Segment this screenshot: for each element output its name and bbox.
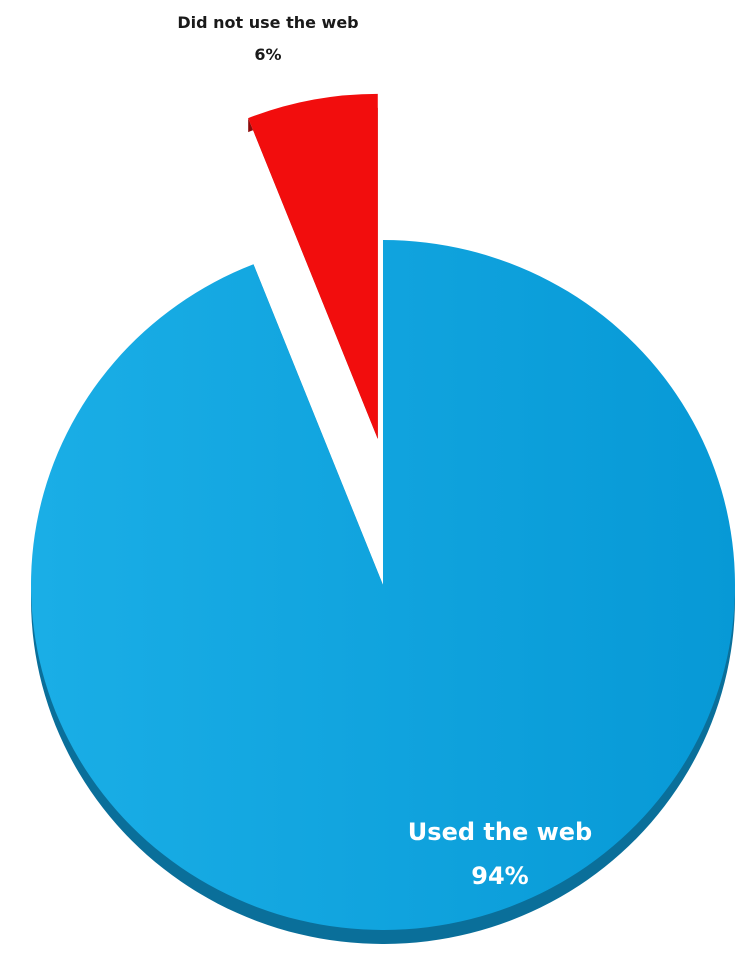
slice-label-not-used: Did not use the web	[177, 13, 358, 32]
pie-slice-not-used	[248, 93, 378, 439]
slice-value-used: 94%	[471, 862, 528, 890]
slice-label-used: Used the web	[408, 818, 592, 846]
pie-slice-used	[30, 240, 735, 930]
slice-value-not-used: 6%	[254, 45, 281, 64]
